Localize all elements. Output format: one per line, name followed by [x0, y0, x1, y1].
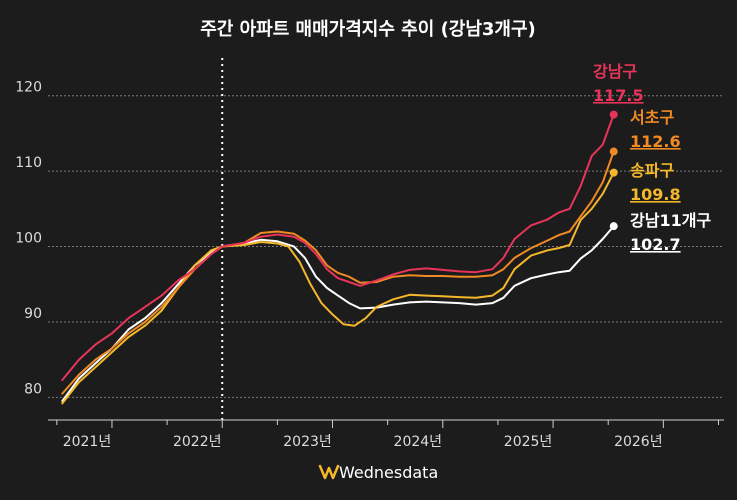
series-line [61, 171, 615, 405]
chart-title: 주간 아파트 매매가격지수 추이 (강남3개구) [200, 19, 536, 40]
series-end-value-label: 109.8 [630, 185, 681, 204]
series-layer [61, 110, 618, 405]
series-line [61, 113, 615, 381]
series-name-label: 송파구 [630, 161, 674, 180]
brand-logo: Wednesdata [318, 463, 438, 482]
series-name-label: 서초구 [630, 108, 674, 127]
y-tick-label: 80 [24, 381, 42, 397]
y-tick-label: 90 [24, 306, 42, 322]
series-line [61, 150, 615, 395]
series-name-label: 강남11개구 [630, 211, 711, 230]
brand-w-mark [318, 464, 340, 480]
x-tick-label: 2024년 [394, 434, 443, 450]
x-tick-label: 2023년 [283, 434, 332, 450]
series-labels: 강남11개구 102.7 송파구 109.8 서초구 112.6 강남구 117.5 [593, 62, 711, 254]
x-tick-label: 2026년 [614, 434, 663, 450]
grid [48, 58, 724, 420]
series-end-point [609, 222, 618, 231]
series-name-label: 강남구 [593, 62, 637, 81]
x-tick-label: 2025년 [504, 434, 553, 450]
y-tick-label: 110 [15, 155, 42, 171]
y-axis: 80 90 100 110 120 [15, 80, 42, 398]
y-tick-label: 100 [15, 231, 42, 247]
x-axis: 2021년 2022년 2023년 2024년 2025년 2026년 [48, 419, 724, 450]
series-end-point [609, 110, 618, 119]
series-end-point [609, 147, 618, 156]
series-line [61, 225, 615, 403]
series-end-value-label: 117.5 [593, 86, 644, 105]
series-end-point [609, 168, 618, 177]
y-tick-label: 120 [15, 80, 42, 96]
x-tick-label: 2022년 [173, 434, 222, 450]
series-end-value-label: 112.6 [630, 132, 681, 151]
x-tick-label: 2021년 [63, 434, 112, 450]
series-end-value-label: 102.7 [630, 235, 681, 254]
brand-text: Wednesdata [339, 463, 438, 482]
